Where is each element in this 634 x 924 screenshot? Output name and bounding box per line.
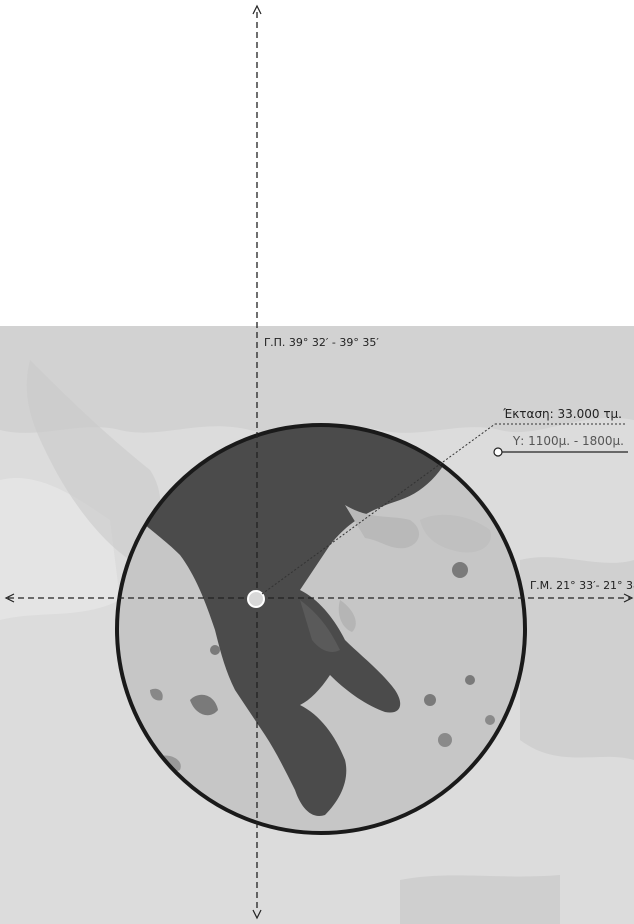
arrow-down-icon [252, 909, 262, 920]
altitude-marker-icon [493, 447, 503, 457]
longitude-label: Γ.Μ. 21° 33′- 21° 38′ [530, 579, 634, 592]
vertical-axis [252, 4, 262, 920]
arrow-up-icon [252, 4, 262, 15]
horizontal-axis [4, 593, 634, 603]
arrow-right-icon [623, 593, 634, 603]
arrow-left-icon [4, 593, 15, 603]
map-inset-circle [115, 423, 527, 835]
area-label: Έκταση: 33.000 τμ. [502, 407, 622, 421]
location-marker-icon [247, 590, 265, 608]
latitude-label: Γ.Π. 39° 32′ - 39° 35′ [264, 336, 379, 349]
altitude-label: Υ: 1100μ. - 1800μ. [512, 434, 624, 448]
leader-line [261, 423, 628, 595]
